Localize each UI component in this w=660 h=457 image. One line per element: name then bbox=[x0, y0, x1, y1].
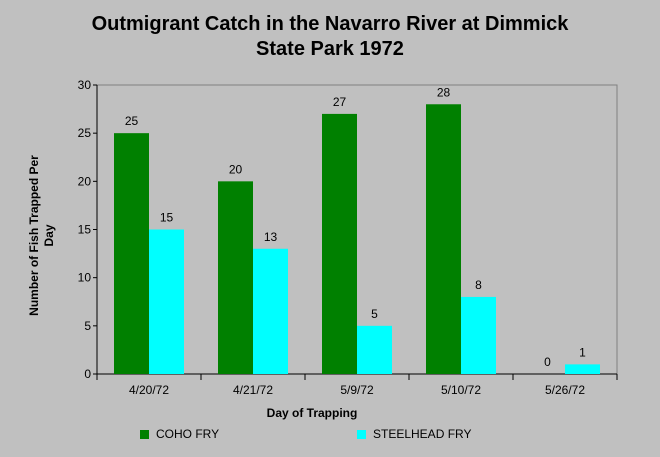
legend-swatch-steelhead bbox=[357, 429, 366, 439]
chart-title: Outmigrant Catch in the Navarro River at… bbox=[0, 12, 660, 62]
data-label-steelhead: 13 bbox=[264, 230, 278, 244]
y-tick-label: 30 bbox=[78, 78, 92, 92]
x-tick-label: 4/20/72 bbox=[129, 383, 169, 397]
bar-steelhead bbox=[149, 229, 184, 374]
data-label-steelhead: 15 bbox=[160, 211, 174, 225]
legend-item-steelhead: STEELHEAD FRY bbox=[357, 427, 471, 441]
y-tick-label: 10 bbox=[78, 271, 92, 285]
bar-coho bbox=[322, 113, 357, 375]
bar-steelhead bbox=[461, 296, 496, 374]
legend-item-coho: COHO FRY bbox=[140, 427, 219, 441]
bar-steelhead bbox=[357, 325, 392, 374]
y-axis-label-line: Number of Fish Trapped Per bbox=[27, 155, 41, 316]
x-axis-label: Day of Trapping bbox=[267, 406, 358, 420]
chart-title-line-2: State Park 1972 bbox=[256, 38, 404, 60]
y-axis-label-line: Day bbox=[42, 224, 56, 246]
data-label-steelhead: 1 bbox=[579, 345, 586, 359]
bar-steelhead bbox=[565, 364, 600, 374]
x-tick-label: 5/26/72 bbox=[545, 383, 585, 397]
bar-coho bbox=[218, 181, 253, 374]
legend-label-steelhead: STEELHEAD FRY bbox=[373, 427, 472, 441]
bar-steelhead bbox=[253, 248, 288, 374]
data-label-coho: 20 bbox=[229, 162, 243, 176]
data-label-steelhead: 5 bbox=[371, 307, 378, 321]
x-tick-label: 5/9/72 bbox=[340, 383, 374, 397]
y-tick-label: 0 bbox=[84, 367, 91, 381]
y-tick-label: 20 bbox=[78, 174, 92, 188]
y-axis-label: Number of Fish Trapped Per Day bbox=[27, 155, 56, 316]
legend-label-coho: COHO FRY bbox=[156, 427, 220, 441]
chart-title-line-1: Outmigrant Catch in the Navarro River at… bbox=[91, 13, 569, 35]
x-tick-label: 4/21/72 bbox=[233, 383, 273, 397]
data-label-steelhead: 8 bbox=[475, 278, 482, 292]
data-label-coho: 0 bbox=[544, 355, 551, 369]
y-tick-label: 5 bbox=[84, 319, 91, 333]
bar-coho bbox=[426, 104, 461, 375]
x-tick-label: 5/10/72 bbox=[441, 383, 481, 397]
bar-coho bbox=[114, 133, 149, 374]
y-tick-label: 25 bbox=[78, 126, 92, 140]
data-label-coho: 25 bbox=[125, 114, 139, 128]
legend-swatch-coho bbox=[140, 429, 149, 439]
y-tick-label: 15 bbox=[78, 223, 92, 237]
data-label-coho: 28 bbox=[437, 85, 451, 99]
data-label-coho: 27 bbox=[333, 95, 347, 109]
